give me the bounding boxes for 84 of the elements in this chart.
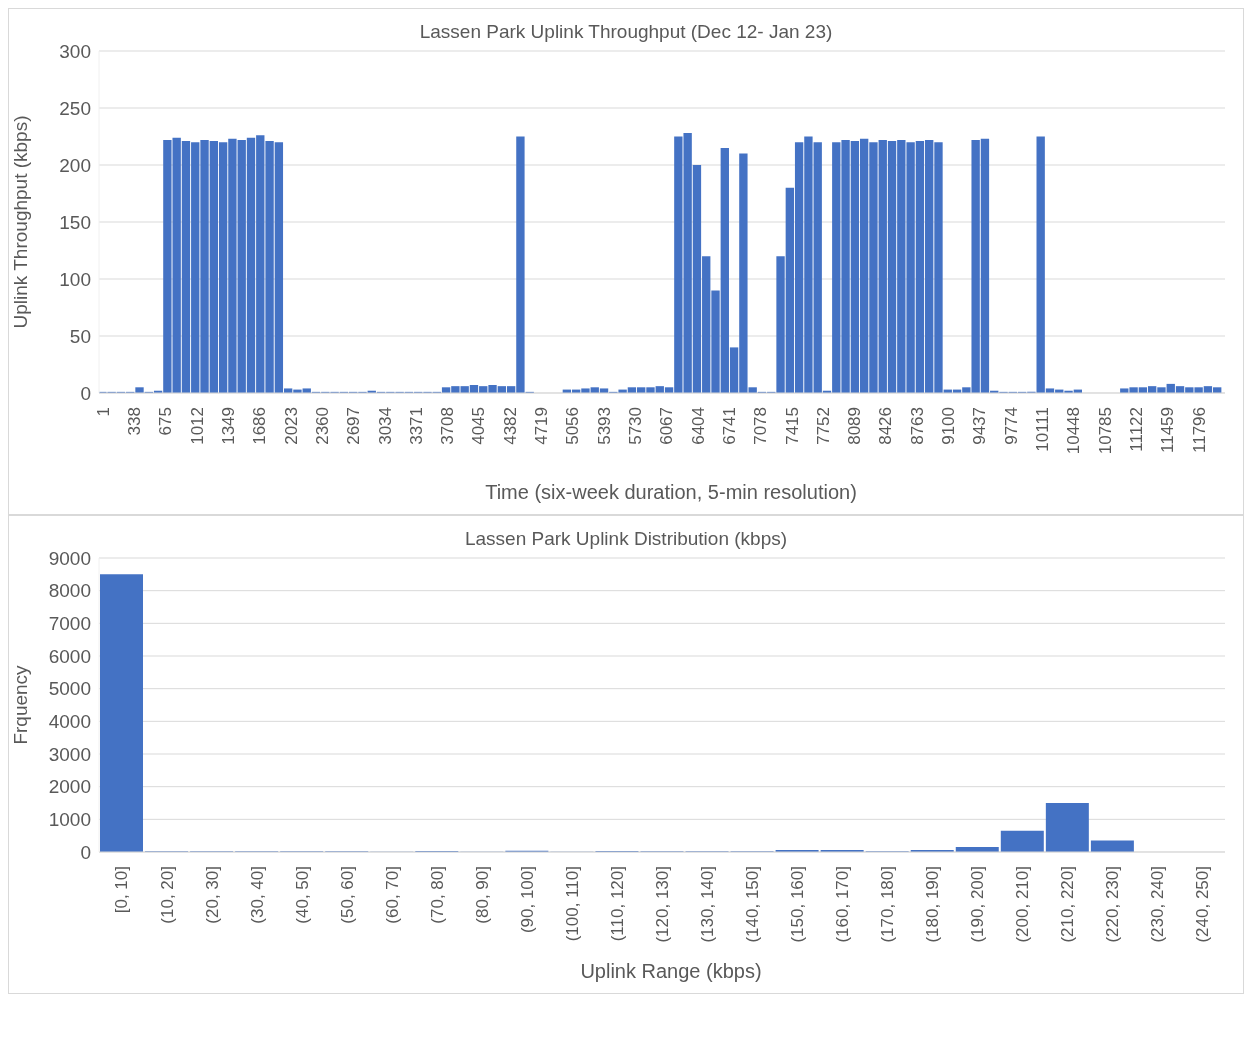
y-tick-label: 9000 bbox=[48, 547, 91, 569]
x-tick-label: 5056 bbox=[563, 407, 583, 445]
chart-title: Lassen Park Uplink Throughput (Dec 12- Jan 23) bbox=[419, 21, 833, 42]
y-tick-label: 8000 bbox=[48, 580, 91, 602]
y-axis-title: Frquency bbox=[9, 664, 31, 745]
y-tick-label: 300 bbox=[59, 40, 91, 62]
y-tick-label: 3000 bbox=[48, 743, 91, 765]
x-tick-label: (190, 200] bbox=[968, 866, 988, 943]
x-tick-label: (230, 240] bbox=[1148, 866, 1168, 943]
x-tick-label: (240, 250] bbox=[1193, 866, 1213, 943]
x-tick-label: 2023 bbox=[281, 407, 301, 445]
x-tick-label: (170, 180] bbox=[878, 866, 898, 943]
x-tick-label: (160, 170] bbox=[833, 866, 853, 943]
y-tick-label: 100 bbox=[59, 268, 91, 290]
y-tick-label: 50 bbox=[69, 325, 91, 347]
x-tick-label: 6404 bbox=[688, 407, 708, 445]
x-tick-label: 7415 bbox=[782, 407, 802, 445]
x-tick-label: (10, 20] bbox=[157, 866, 177, 924]
x-tick-label: 10785 bbox=[1095, 407, 1115, 455]
x-tick-label: (50, 60] bbox=[337, 866, 357, 924]
x-tick-label: 1012 bbox=[187, 407, 207, 445]
x-tick-label: 3371 bbox=[406, 407, 426, 445]
x-tick-label: 1686 bbox=[250, 407, 270, 445]
x-tick-label: (210, 220] bbox=[1058, 866, 1078, 943]
x-tick-label: (100, 110] bbox=[562, 866, 582, 942]
x-tick-label: (120, 130] bbox=[652, 866, 672, 943]
x-tick-label: 8763 bbox=[907, 407, 927, 445]
y-tick-label: 0 bbox=[80, 382, 91, 404]
x-tick-label: 2360 bbox=[312, 407, 332, 445]
x-tick-label: 7078 bbox=[751, 407, 771, 445]
x-tick-label: 1 bbox=[93, 407, 113, 417]
x-tick-label: (180, 190] bbox=[923, 866, 943, 943]
y-tick-label: 5000 bbox=[48, 678, 91, 700]
y-tick-label: 6000 bbox=[48, 645, 91, 667]
x-tick-label: 1349 bbox=[218, 407, 238, 445]
y-tick-label: 1000 bbox=[48, 809, 91, 831]
x-tick-label: 338 bbox=[125, 407, 145, 436]
x-tick-label: 4719 bbox=[532, 407, 552, 445]
y-tick-label: 7000 bbox=[48, 613, 91, 635]
x-tick-label: (130, 140] bbox=[697, 866, 717, 943]
x-tick-label: (220, 230] bbox=[1103, 866, 1123, 943]
x-tick-label: 7752 bbox=[813, 407, 833, 445]
x-tick-label: (40, 50] bbox=[292, 866, 312, 924]
x-tick-label: (110, 120] bbox=[607, 866, 627, 942]
x-tick-label: 2697 bbox=[344, 407, 364, 445]
x-tick-label: (70, 80] bbox=[427, 866, 447, 924]
x-tick-label: 11796 bbox=[1189, 407, 1209, 454]
x-tick-label: 10448 bbox=[1064, 407, 1084, 455]
x-tick-label: 6741 bbox=[719, 407, 739, 445]
x-tick-label: 10111 bbox=[1033, 407, 1053, 452]
x-axis-title: Uplink Range (kbps) bbox=[579, 960, 763, 984]
x-tick-label: 11459 bbox=[1158, 407, 1178, 454]
y-axis-title: Uplink Throughput (kbps) bbox=[9, 115, 31, 329]
x-tick-label: 6067 bbox=[657, 407, 677, 445]
x-tick-label: (30, 40] bbox=[247, 866, 267, 924]
y-tick-label: 200 bbox=[59, 154, 91, 176]
x-tick-label: 9100 bbox=[939, 407, 959, 445]
x-tick-label: (150, 160] bbox=[788, 866, 808, 943]
x-tick-label: (140, 150] bbox=[743, 866, 763, 943]
y-tick-label: 0 bbox=[80, 841, 91, 863]
x-tick-label: 9437 bbox=[970, 407, 990, 445]
x-tick-label: 3034 bbox=[375, 407, 395, 445]
x-tick-label: 675 bbox=[156, 407, 176, 436]
x-tick-label: 3708 bbox=[438, 407, 458, 445]
x-tick-label: 8089 bbox=[845, 407, 865, 445]
y-tick-label: 250 bbox=[59, 97, 91, 119]
x-tick-label: 5393 bbox=[594, 407, 614, 445]
x-tick-label: (60, 70] bbox=[382, 866, 402, 924]
x-tick-label: 11122 bbox=[1126, 407, 1146, 452]
x-tick-label: 4382 bbox=[500, 407, 520, 445]
x-tick-label: (80, 90] bbox=[472, 866, 492, 924]
y-tick-label: 150 bbox=[59, 211, 91, 233]
x-tick-label: 8426 bbox=[876, 407, 896, 445]
y-tick-label: 2000 bbox=[48, 776, 91, 798]
x-tick-label: 9774 bbox=[1001, 407, 1021, 445]
x-tick-label: [0, 10] bbox=[112, 866, 132, 914]
chart-title: Lassen Park Uplink Distribution (kbps) bbox=[464, 528, 788, 549]
x-tick-label: (200, 210] bbox=[1013, 866, 1033, 943]
x-tick-label: (20, 30] bbox=[202, 866, 222, 924]
x-axis-title: Time (six-week duration, 5-min resolution) bbox=[484, 481, 858, 505]
x-tick-label: 4045 bbox=[469, 407, 489, 445]
x-tick-label: (90, 100] bbox=[517, 866, 537, 934]
y-tick-label: 4000 bbox=[48, 711, 91, 733]
x-tick-label: 5730 bbox=[626, 407, 646, 445]
